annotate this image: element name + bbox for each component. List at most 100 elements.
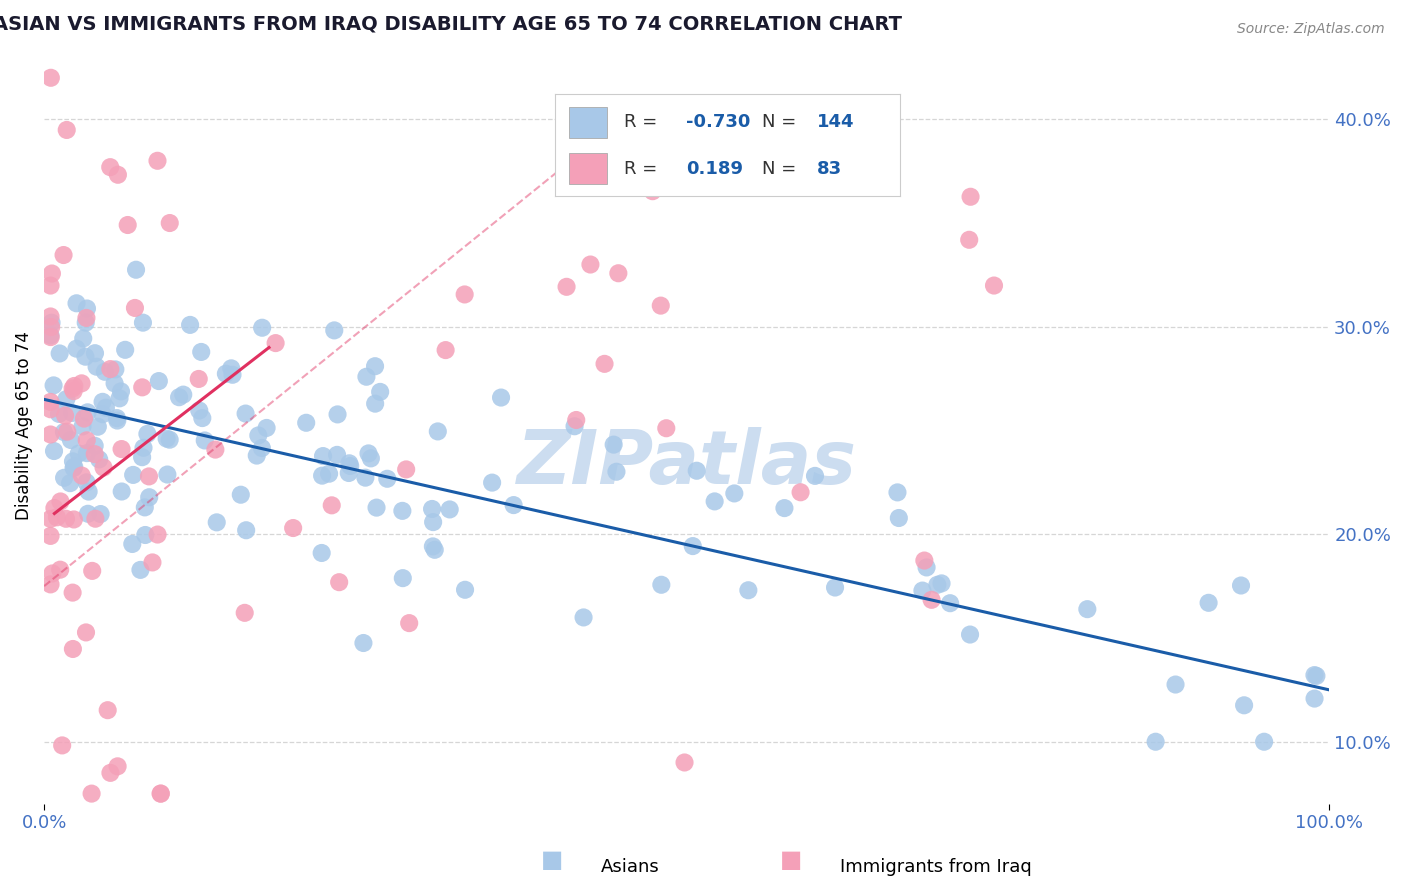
Point (572, 610, 595, 624)
Point (62, 461, 84, 475)
Point (375, 472, 398, 486)
Point (655, 421, 678, 435)
Point (62, 454, 84, 468)
Point (215, 367, 238, 381)
Point (502, 498, 524, 512)
Point (326, 448, 349, 462)
Point (122, 467, 145, 482)
Point (912, 553, 935, 567)
Point (39, 328, 62, 343)
Point (326, 408, 349, 422)
Point (65, 342, 87, 356)
Point (75, 310, 97, 325)
Point (439, 502, 461, 516)
Point (42, 444, 65, 458)
Point (39, 395, 62, 409)
Point (134, 528, 156, 542)
Point (323, 323, 346, 337)
Point (337, 456, 360, 470)
Point (149, 787, 172, 801)
Point (94, 365, 117, 379)
Point (138, 490, 160, 504)
Point (256, 421, 278, 435)
Point (565, 413, 588, 427)
Point (41, 566, 63, 581)
Point (179, 318, 201, 332)
Point (65, 296, 87, 310)
Point (352, 636, 374, 650)
Point (125, 262, 148, 277)
Point (146, 153, 169, 168)
Point (39, 330, 62, 344)
Text: ASIAN VS IMMIGRANTS FROM IRAQ DISABILITY AGE 65 TO 74 CORRELATION CHART: ASIAN VS IMMIGRANTS FROM IRAQ DISABILITY… (0, 15, 901, 34)
Point (110, 442, 132, 456)
Point (91, 394, 114, 409)
Point (59, 433, 82, 447)
Point (921, 592, 943, 607)
Point (49, 563, 72, 577)
Text: R =: R = (624, 113, 664, 131)
Text: Immigrants from Iraq: Immigrants from Iraq (839, 858, 1032, 876)
Point (44, 501, 66, 516)
Point (159, 433, 181, 447)
Point (481, 475, 503, 490)
Point (927, 578, 949, 592)
Point (205, 516, 228, 530)
Point (246, 449, 269, 463)
Point (221, 368, 243, 382)
Point (156, 467, 179, 482)
Point (453, 287, 475, 301)
Point (250, 320, 273, 334)
Point (97, 703, 120, 717)
Point (41, 316, 63, 330)
Point (83, 447, 105, 461)
Text: -0.730: -0.730 (686, 113, 751, 131)
Point (146, 527, 169, 541)
Point (250, 441, 273, 455)
Point (62, 585, 84, 599)
Point (983, 278, 1005, 293)
Point (114, 343, 136, 357)
Point (804, 469, 827, 483)
Point (354, 470, 377, 484)
Point (368, 384, 391, 399)
Point (650, 299, 672, 313)
Point (56, 425, 79, 439)
Point (84, 346, 107, 360)
Point (737, 583, 759, 598)
Point (138, 469, 160, 483)
Text: Asians: Asians (602, 858, 659, 876)
Point (117, 218, 139, 232)
Point (70, 468, 93, 483)
Point (107, 759, 129, 773)
Text: R =: R = (624, 160, 669, 178)
Point (356, 369, 378, 384)
Point (45, 510, 67, 524)
Point (131, 380, 153, 394)
Point (55, 512, 77, 526)
Point (62, 382, 84, 396)
Point (593, 357, 616, 371)
Point (564, 419, 586, 434)
Point (110, 384, 132, 399)
Point (1144, 735, 1167, 749)
Point (39, 278, 62, 293)
Point (90, 507, 112, 521)
Point (80, 787, 103, 801)
Point (235, 407, 257, 421)
Point (247, 428, 270, 442)
Point (366, 500, 388, 515)
Point (39, 320, 62, 334)
Text: 83: 83 (817, 160, 842, 178)
Point (391, 504, 413, 518)
Point (39, 70, 62, 85)
Point (132, 441, 155, 455)
Point (111, 484, 134, 499)
Point (318, 467, 340, 481)
Point (108, 392, 131, 406)
Point (63, 512, 86, 526)
Point (886, 485, 908, 500)
Point (149, 787, 172, 801)
Point (1305, 669, 1327, 683)
Point (605, 465, 627, 479)
